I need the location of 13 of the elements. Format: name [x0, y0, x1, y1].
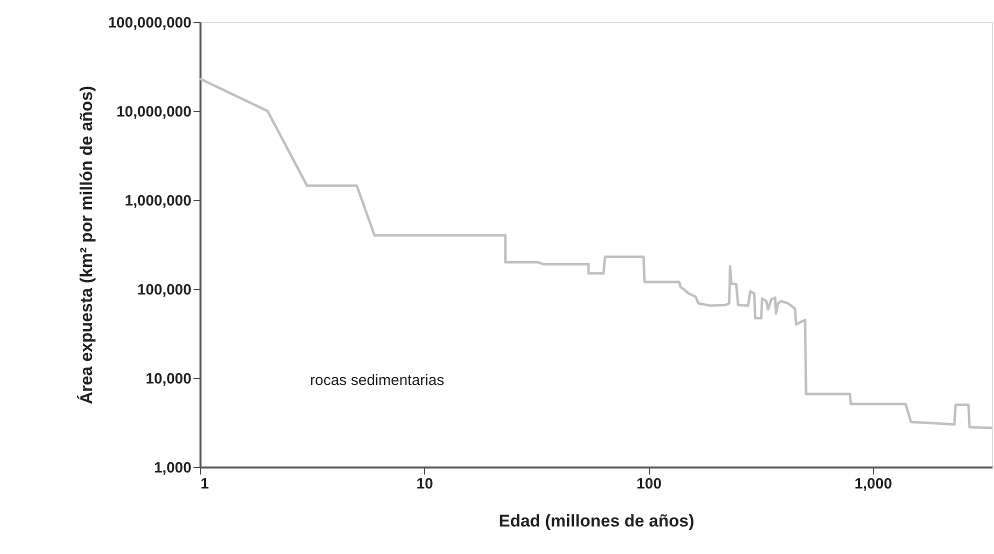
y-tick-label: 100,000 [137, 282, 192, 298]
y-tick-label: 1,000,000 [124, 192, 192, 210]
annotation: rocas sedimentarias [310, 372, 444, 389]
x-tick-label: 1,000 [854, 476, 892, 492]
x-tick-label: 1 [200, 476, 209, 492]
y-tick-label: 10,000 [146, 370, 192, 388]
y-axis-title: Área expuesta (km² por millón de años) [76, 86, 96, 404]
y-tick-label: 10,000,000 [116, 104, 192, 120]
x-tick-label: 100 [636, 476, 662, 492]
x-axis-title: Edad (millones de años) [498, 512, 694, 530]
x-tick-label: 10 [416, 476, 434, 492]
y-tick-label: 100,000,000 [108, 14, 192, 32]
y-tick-label: 1,000 [154, 460, 192, 476]
